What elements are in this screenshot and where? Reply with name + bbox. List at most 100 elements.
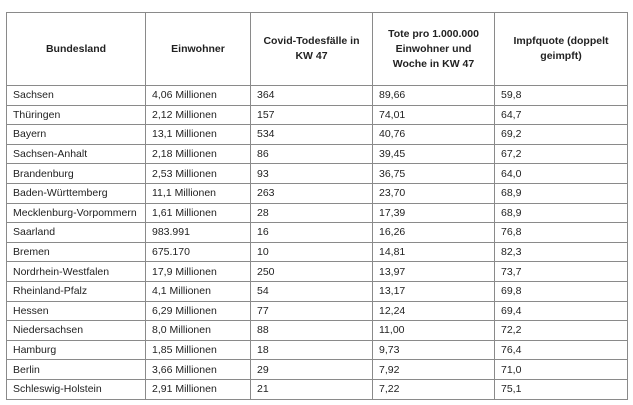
cell-impfquote: 68,9 <box>494 182 628 204</box>
cell-einwohner: 17,9 Millionen <box>145 261 251 282</box>
header-bundesland: Bundesland <box>6 12 146 86</box>
cell-tote-pro-million: 23,70 <box>372 182 495 204</box>
table-row: Sachsen-Anhalt 2,18 Millionen 86 39,45 67,2 <box>6 143 628 165</box>
cell-einwohner: 13,1 Millionen <box>145 124 251 145</box>
cell-tote-pro-million: 13,17 <box>372 280 495 302</box>
cell-einwohner: 2,53 Millionen <box>145 163 251 184</box>
cell-tote-pro-million: 39,45 <box>372 143 495 165</box>
cell-todesfaelle: 263 <box>250 182 373 204</box>
cell-todesfaelle: 18 <box>250 339 373 361</box>
covid-statistics-table: Bundesland Einwohner Covid-Todesfälle in… <box>6 12 628 400</box>
cell-bundesland: Mecklenburg-Vorpommern <box>6 202 146 224</box>
cell-einwohner: 1,61 Millionen <box>145 202 251 224</box>
cell-bundesland: Rheinland-Pfalz <box>6 280 146 302</box>
cell-todesfaelle: 29 <box>250 359 373 380</box>
cell-bundesland: Hessen <box>6 300 146 322</box>
table-row: Brandenburg 2,53 Millionen 93 36,75 64,0 <box>6 163 628 184</box>
cell-tote-pro-million: 36,75 <box>372 163 495 184</box>
cell-todesfaelle: 88 <box>250 320 373 341</box>
table-row: Saarland 983.991 16 16,26 76,8 <box>6 222 628 243</box>
table-row: Mecklenburg-Vorpommern 1,61 Millionen 28 17… <box>6 202 628 224</box>
cell-einwohner: 6,29 Millionen <box>145 300 251 322</box>
cell-todesfaelle: 157 <box>250 104 373 126</box>
table-row: Schleswig-Holstein 2,91 Millionen 21 7,22 75… <box>6 378 628 400</box>
table-row: Hessen 6,29 Millionen 77 12,24 69,4 <box>6 300 628 322</box>
cell-tote-pro-million: 74,01 <box>372 104 495 126</box>
header-tote-pro-million: Tote pro 1.000.000 Einwohner und Woche i… <box>372 12 495 86</box>
cell-einwohner: 2,12 Millionen <box>145 104 251 126</box>
cell-bundesland: Nordrhein-Westfalen <box>6 261 146 282</box>
cell-impfquote: 64,7 <box>494 104 628 126</box>
cell-impfquote: 64,0 <box>494 163 628 184</box>
cell-todesfaelle: 77 <box>250 300 373 322</box>
cell-tote-pro-million: 14,81 <box>372 241 495 263</box>
cell-todesfaelle: 534 <box>250 124 373 145</box>
header-einwohner: Einwohner <box>145 12 251 86</box>
cell-impfquote: 67,2 <box>494 143 628 165</box>
table-row: Rheinland-Pfalz 4,1 Millionen 54 13,17 69,8 <box>6 280 628 302</box>
table-row: Baden-Württemberg 11,1 Millionen 263 23,70 6… <box>6 182 628 204</box>
cell-tote-pro-million: 17,39 <box>372 202 495 224</box>
cell-bundesland: Sachsen <box>6 85 146 106</box>
cell-tote-pro-million: 11,00 <box>372 320 495 341</box>
cell-todesfaelle: 364 <box>250 85 373 106</box>
cell-todesfaelle: 10 <box>250 241 373 263</box>
cell-impfquote: 73,7 <box>494 261 628 282</box>
cell-impfquote: 82,3 <box>494 241 628 263</box>
cell-tote-pro-million: 40,76 <box>372 124 495 145</box>
header-row: Bundesland Einwohner Covid-Todesfälle in… <box>6 12 628 86</box>
cell-tote-pro-million: 89,66 <box>372 85 495 106</box>
cell-impfquote: 69,8 <box>494 280 628 302</box>
cell-impfquote: 68,9 <box>494 202 628 224</box>
cell-impfquote: 69,2 <box>494 124 628 145</box>
cell-bundesland: Schleswig-Holstein <box>6 378 146 400</box>
cell-bundesland: Hamburg <box>6 339 146 361</box>
table-row: Bremen 675.170 10 14,81 82,3 <box>6 241 628 263</box>
cell-einwohner: 4,06 Millionen <box>145 85 251 106</box>
cell-einwohner: 2,18 Millionen <box>145 143 251 165</box>
cell-todesfaelle: 16 <box>250 222 373 243</box>
table-row: Hamburg 1,85 Millionen 18 9,73 76,4 <box>6 339 628 361</box>
table-row: Thüringen 2,12 Millionen 157 74,01 64,7 <box>6 104 628 126</box>
table-row: Bayern 13,1 Millionen 534 40,76 69,2 <box>6 124 628 145</box>
cell-tote-pro-million: 13,97 <box>372 261 495 282</box>
cell-impfquote: 76,4 <box>494 339 628 361</box>
cell-todesfaelle: 21 <box>250 378 373 400</box>
table-row: Sachsen 4,06 Millionen 364 89,66 59,8 <box>6 85 628 106</box>
cell-einwohner: 1,85 Millionen <box>145 339 251 361</box>
cell-einwohner: 983.991 <box>145 222 251 243</box>
cell-todesfaelle: 250 <box>250 261 373 282</box>
cell-impfquote: 59,8 <box>494 85 628 106</box>
cell-todesfaelle: 86 <box>250 143 373 165</box>
table-row: Nordrhein-Westfalen 17,9 Millionen 250 13,9… <box>6 261 628 282</box>
cell-impfquote: 72,2 <box>494 320 628 341</box>
cell-bundesland: Thüringen <box>6 104 146 126</box>
cell-bundesland: Bayern <box>6 124 146 145</box>
cell-tote-pro-million: 7,92 <box>372 359 495 380</box>
table-row: Niedersachsen 8,0 Millionen 88 11,00 72,2 <box>6 320 628 341</box>
cell-impfquote: 71,0 <box>494 359 628 380</box>
cell-bundesland: Brandenburg <box>6 163 146 184</box>
cell-tote-pro-million: 16,26 <box>372 222 495 243</box>
cell-bundesland: Niedersachsen <box>6 320 146 341</box>
cell-impfquote: 76,8 <box>494 222 628 243</box>
header-todesfaelle: Covid-Todesfälle in KW 47 <box>250 12 373 86</box>
cell-todesfaelle: 54 <box>250 280 373 302</box>
cell-einwohner: 2,91 Millionen <box>145 378 251 400</box>
cell-bundesland: Baden-Württemberg <box>6 182 146 204</box>
cell-einwohner: 3,66 Millionen <box>145 359 251 380</box>
table-row: Berlin 3,66 Millionen 29 7,92 71,0 <box>6 359 628 380</box>
cell-impfquote: 69,4 <box>494 300 628 322</box>
cell-einwohner: 4,1 Millionen <box>145 280 251 302</box>
cell-bundesland: Saarland <box>6 222 146 243</box>
cell-impfquote: 75,1 <box>494 378 628 400</box>
cell-todesfaelle: 93 <box>250 163 373 184</box>
cell-tote-pro-million: 7,22 <box>372 378 495 400</box>
header-impfquote: Impfquote (doppelt geimpft) <box>494 12 628 86</box>
cell-tote-pro-million: 9,73 <box>372 339 495 361</box>
cell-einwohner: 8,0 Millionen <box>145 320 251 341</box>
cell-todesfaelle: 28 <box>250 202 373 224</box>
cell-einwohner: 11,1 Millionen <box>145 182 251 204</box>
cell-einwohner: 675.170 <box>145 241 251 263</box>
cell-bundesland: Bremen <box>6 241 146 263</box>
